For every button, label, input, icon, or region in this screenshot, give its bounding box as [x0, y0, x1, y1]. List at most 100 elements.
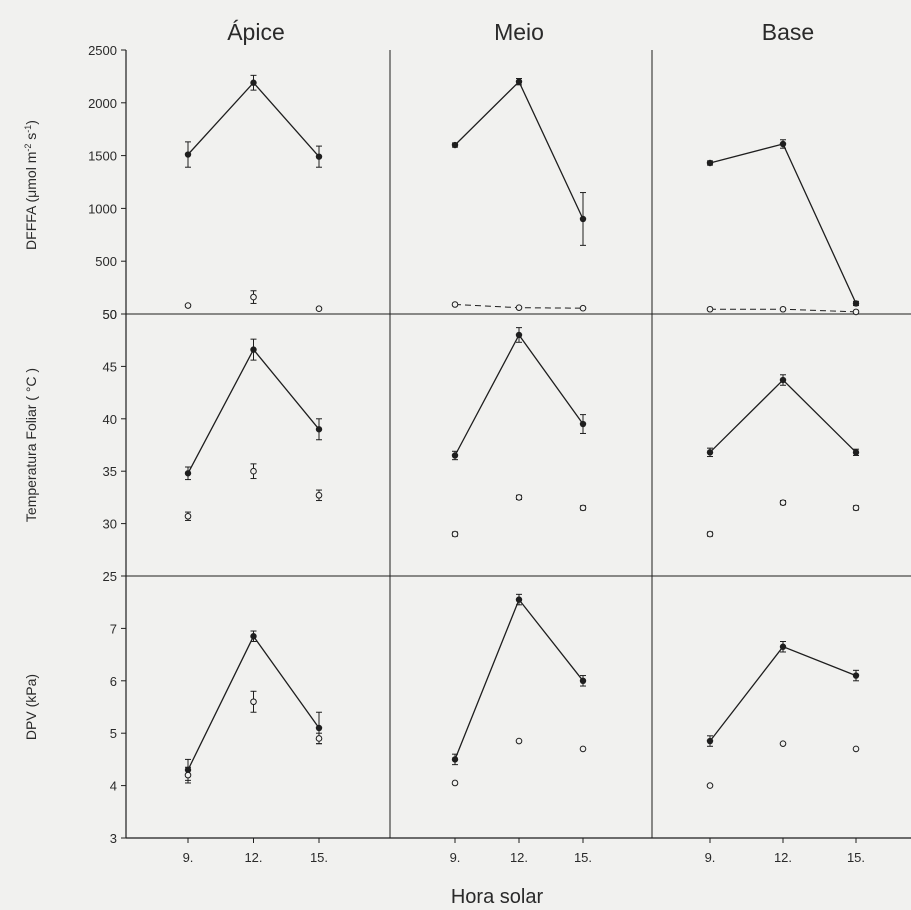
data-point-filled	[779, 643, 787, 650]
data-point-filled	[852, 672, 860, 679]
panel-1-1	[184, 74, 323, 313]
data-point-open	[706, 530, 714, 538]
data-point-filled	[706, 159, 714, 167]
x-tick-label: 12.	[510, 850, 528, 865]
y-axis-title-temperatura: Temperatura Foliar ( °C )	[23, 368, 39, 522]
data-point-filled	[451, 452, 459, 459]
y-tick-label: 1000	[88, 201, 117, 216]
y-tick-label: 7	[110, 621, 117, 636]
data-point-filled	[579, 420, 587, 428]
data-point-filled	[852, 449, 860, 456]
data-point-open	[451, 779, 459, 787]
series-line-filled	[454, 333, 584, 456]
column-title-base: Base	[762, 19, 814, 45]
y-tick-label: 3	[110, 831, 117, 846]
panel-2-1	[184, 338, 323, 521]
x-tick-label: 15.	[310, 850, 328, 865]
data-point-open	[184, 771, 192, 779]
series-line-filled	[454, 598, 584, 760]
y-tick-label: 4	[110, 779, 117, 794]
data-point-filled	[315, 724, 323, 732]
y-tick-label: 2000	[88, 96, 117, 111]
panel-frames	[125, 50, 911, 839]
data-point-open	[250, 698, 257, 706]
data-point-filled	[184, 470, 192, 477]
y-tick-label: 6	[110, 674, 117, 689]
series-line-filled	[709, 143, 857, 304]
data-point-open	[315, 492, 323, 499]
x-tick-label: 15.	[574, 850, 592, 865]
y-tick-label: 45	[103, 359, 117, 374]
data-point-open	[779, 499, 787, 506]
data-point-open	[706, 782, 714, 789]
series-line-filled	[709, 645, 857, 742]
x-tick-label: 9.	[183, 850, 194, 865]
data-point-open	[706, 305, 714, 313]
y-axis-title-dfffa: DFFFA (μmol m-2 s-1)	[23, 120, 39, 250]
data-point-filled	[451, 756, 459, 763]
data-point-filled	[184, 151, 192, 158]
data-point-filled	[706, 737, 714, 745]
column-title-meio: Meio	[494, 19, 544, 45]
data-point-open	[579, 745, 587, 753]
data-point-filled	[852, 300, 860, 307]
data-point-open	[250, 293, 257, 301]
data-point-open	[515, 494, 523, 501]
data-point-filled	[315, 153, 323, 160]
data-point-filled	[515, 596, 523, 603]
panel-1-3	[706, 139, 860, 316]
panel-2-2	[451, 327, 587, 538]
y-tick-label: 50	[103, 307, 117, 322]
data-point-filled	[250, 346, 257, 353]
data-point-filled	[579, 215, 587, 223]
series-line-filled	[709, 379, 857, 453]
series-line-filled	[187, 348, 320, 474]
x-axis-title: Hora solar	[451, 886, 544, 908]
data-point-open	[779, 305, 787, 313]
plot-area	[184, 74, 860, 789]
x-ticks: 9. 12. 15. 9. 12. 15. 9. 12. 15.	[183, 838, 865, 865]
panel-3-3	[706, 641, 860, 789]
data-point-open	[852, 308, 860, 316]
data-point-filled	[779, 376, 787, 384]
data-point-open	[315, 305, 323, 313]
data-point-open	[451, 301, 459, 308]
data-point-open	[451, 530, 459, 538]
x-tick-label: 12.	[244, 850, 262, 865]
panel-3-1	[184, 630, 323, 784]
panel-3-2	[451, 593, 587, 787]
data-point-filled	[706, 449, 714, 456]
y-axis-titles: DFFFA (μmol m-2 s-1) Temperatura Foliar …	[23, 120, 39, 740]
x-tick-label: 12.	[774, 850, 792, 865]
x-tick-label: 15.	[847, 850, 865, 865]
panel-2-3	[706, 374, 860, 538]
data-point-filled	[315, 426, 323, 433]
data-point-open	[852, 504, 860, 512]
data-point-open	[184, 302, 192, 309]
y-tick-label: 50	[103, 307, 117, 322]
column-title-apice: Ápice	[227, 19, 285, 45]
data-point-open	[579, 504, 587, 512]
y-tick-label: 1500	[88, 149, 117, 164]
data-point-open	[779, 740, 787, 747]
data-point-open	[852, 745, 860, 753]
panel-1-2	[451, 78, 587, 312]
y-tick-label: 25	[103, 569, 117, 584]
series-line-filled	[454, 80, 584, 220]
x-tick-label: 9.	[450, 850, 461, 865]
y-tick-label: 30	[103, 517, 117, 532]
y-axis-title-dpv: DPV (kPa)	[23, 674, 39, 740]
data-point-filled	[579, 677, 587, 684]
data-point-open	[315, 735, 323, 742]
data-point-open	[250, 467, 257, 475]
y-tick-label: 5	[110, 726, 117, 741]
data-point-filled	[779, 140, 787, 148]
y-tick-label: 500	[95, 254, 117, 269]
data-point-filled	[515, 78, 523, 85]
data-point-filled	[451, 141, 459, 149]
data-point-filled	[250, 79, 257, 86]
data-point-filled	[515, 331, 523, 339]
y-tick-label: 2500	[88, 43, 117, 58]
